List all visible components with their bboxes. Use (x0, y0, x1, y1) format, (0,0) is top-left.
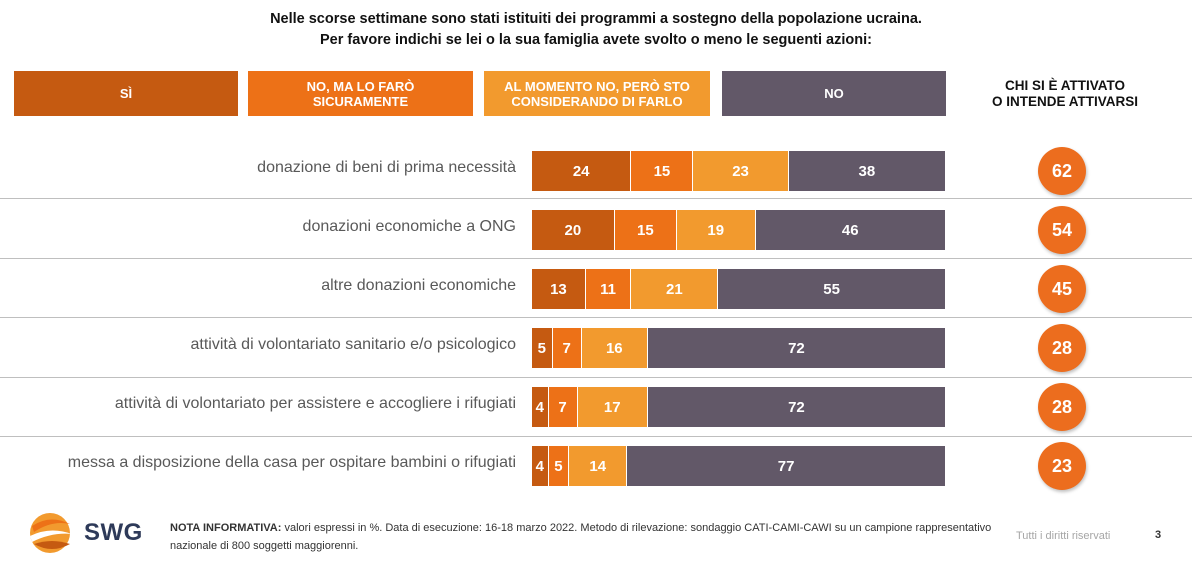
row-divider (0, 377, 1192, 378)
note-text: valori espressi in %. Data di esecuzione… (170, 522, 992, 552)
title-line-1: Nelle scorse settimane sono stati istitu… (270, 11, 922, 27)
bar-segment: 24 (532, 151, 632, 191)
bar-segment: 55 (718, 269, 946, 309)
bar-segment: 13 (532, 269, 586, 309)
category-label: messa a disposizione della casa per ospi… (67, 454, 516, 471)
chart-title: Nelle scorse settimane sono stati istitu… (0, 9, 1192, 51)
bar-segment: 11 (585, 269, 632, 309)
total-badge: 23 (1038, 442, 1086, 490)
bar-segment: 4 (532, 387, 549, 427)
total-badge: 62 (1038, 147, 1086, 195)
legend-item-4: NO (722, 71, 946, 116)
total-badge: 54 (1038, 206, 1086, 254)
legend-item-3: AL MOMENTO NO, PERÒ STO CONSIDERANDO DI … (484, 71, 710, 116)
legend-item-1: SÌ (14, 71, 238, 116)
row-divider (0, 317, 1192, 318)
total-badge: 28 (1038, 324, 1086, 372)
bar-segment: 15 (614, 210, 677, 250)
category-label: attività di volontariato per assistere e… (114, 395, 516, 412)
bar-segment: 14 (569, 446, 628, 486)
bar-segment: 21 (631, 269, 719, 309)
bar-segment: 7 (548, 387, 578, 427)
footer-note: NOTA INFORMATIVA: valori espressi in %. … (170, 519, 1000, 555)
row-divider (0, 258, 1192, 259)
bar-segment: 5 (548, 446, 570, 486)
bar-segment: 4 (532, 446, 549, 486)
category-label: donazioni economiche a ONG (302, 218, 516, 235)
bar-segment: 15 (631, 151, 694, 191)
bar-segment: 38 (788, 151, 946, 191)
bar-segment: 20 (532, 210, 615, 250)
bar-segment: 16 (581, 328, 648, 368)
bar-segment: 46 (755, 210, 946, 250)
bar-segment: 77 (627, 446, 946, 486)
logo-text: SWG (84, 519, 143, 546)
category-label: altre donazioni economiche (321, 277, 516, 294)
bar-segment: 17 (577, 387, 648, 427)
bar-segment: 5 (532, 328, 553, 368)
swg-logo-icon (30, 513, 72, 553)
page-number: 3 (1155, 529, 1162, 541)
legend-item-2: NO, MA LO FARÒ SICURAMENTE (248, 71, 473, 116)
category-label: donazione di beni di prima necessità (257, 159, 516, 176)
bar-segment: 7 (552, 328, 582, 368)
total-badge: 45 (1038, 265, 1086, 313)
row-divider (0, 198, 1192, 199)
title-line-2: Per favore indichi se lei o la sua famig… (320, 32, 872, 48)
category-label: attività di volontariato sanitario e/o p… (190, 336, 516, 353)
legend-total-label: CHI SI È ATTIVATO O INTENDE ATTIVARSI (991, 78, 1138, 109)
total-badge: 28 (1038, 383, 1086, 431)
bar-segment: 72 (647, 387, 946, 427)
bar-segment: 19 (676, 210, 756, 250)
row-divider (0, 436, 1192, 437)
bar-segment: 72 (647, 328, 946, 368)
bar-segment: 23 (693, 151, 789, 191)
rights-text: Tutti i diritti riservati (1016, 530, 1111, 542)
note-label: NOTA INFORMATIVA: (170, 522, 282, 534)
